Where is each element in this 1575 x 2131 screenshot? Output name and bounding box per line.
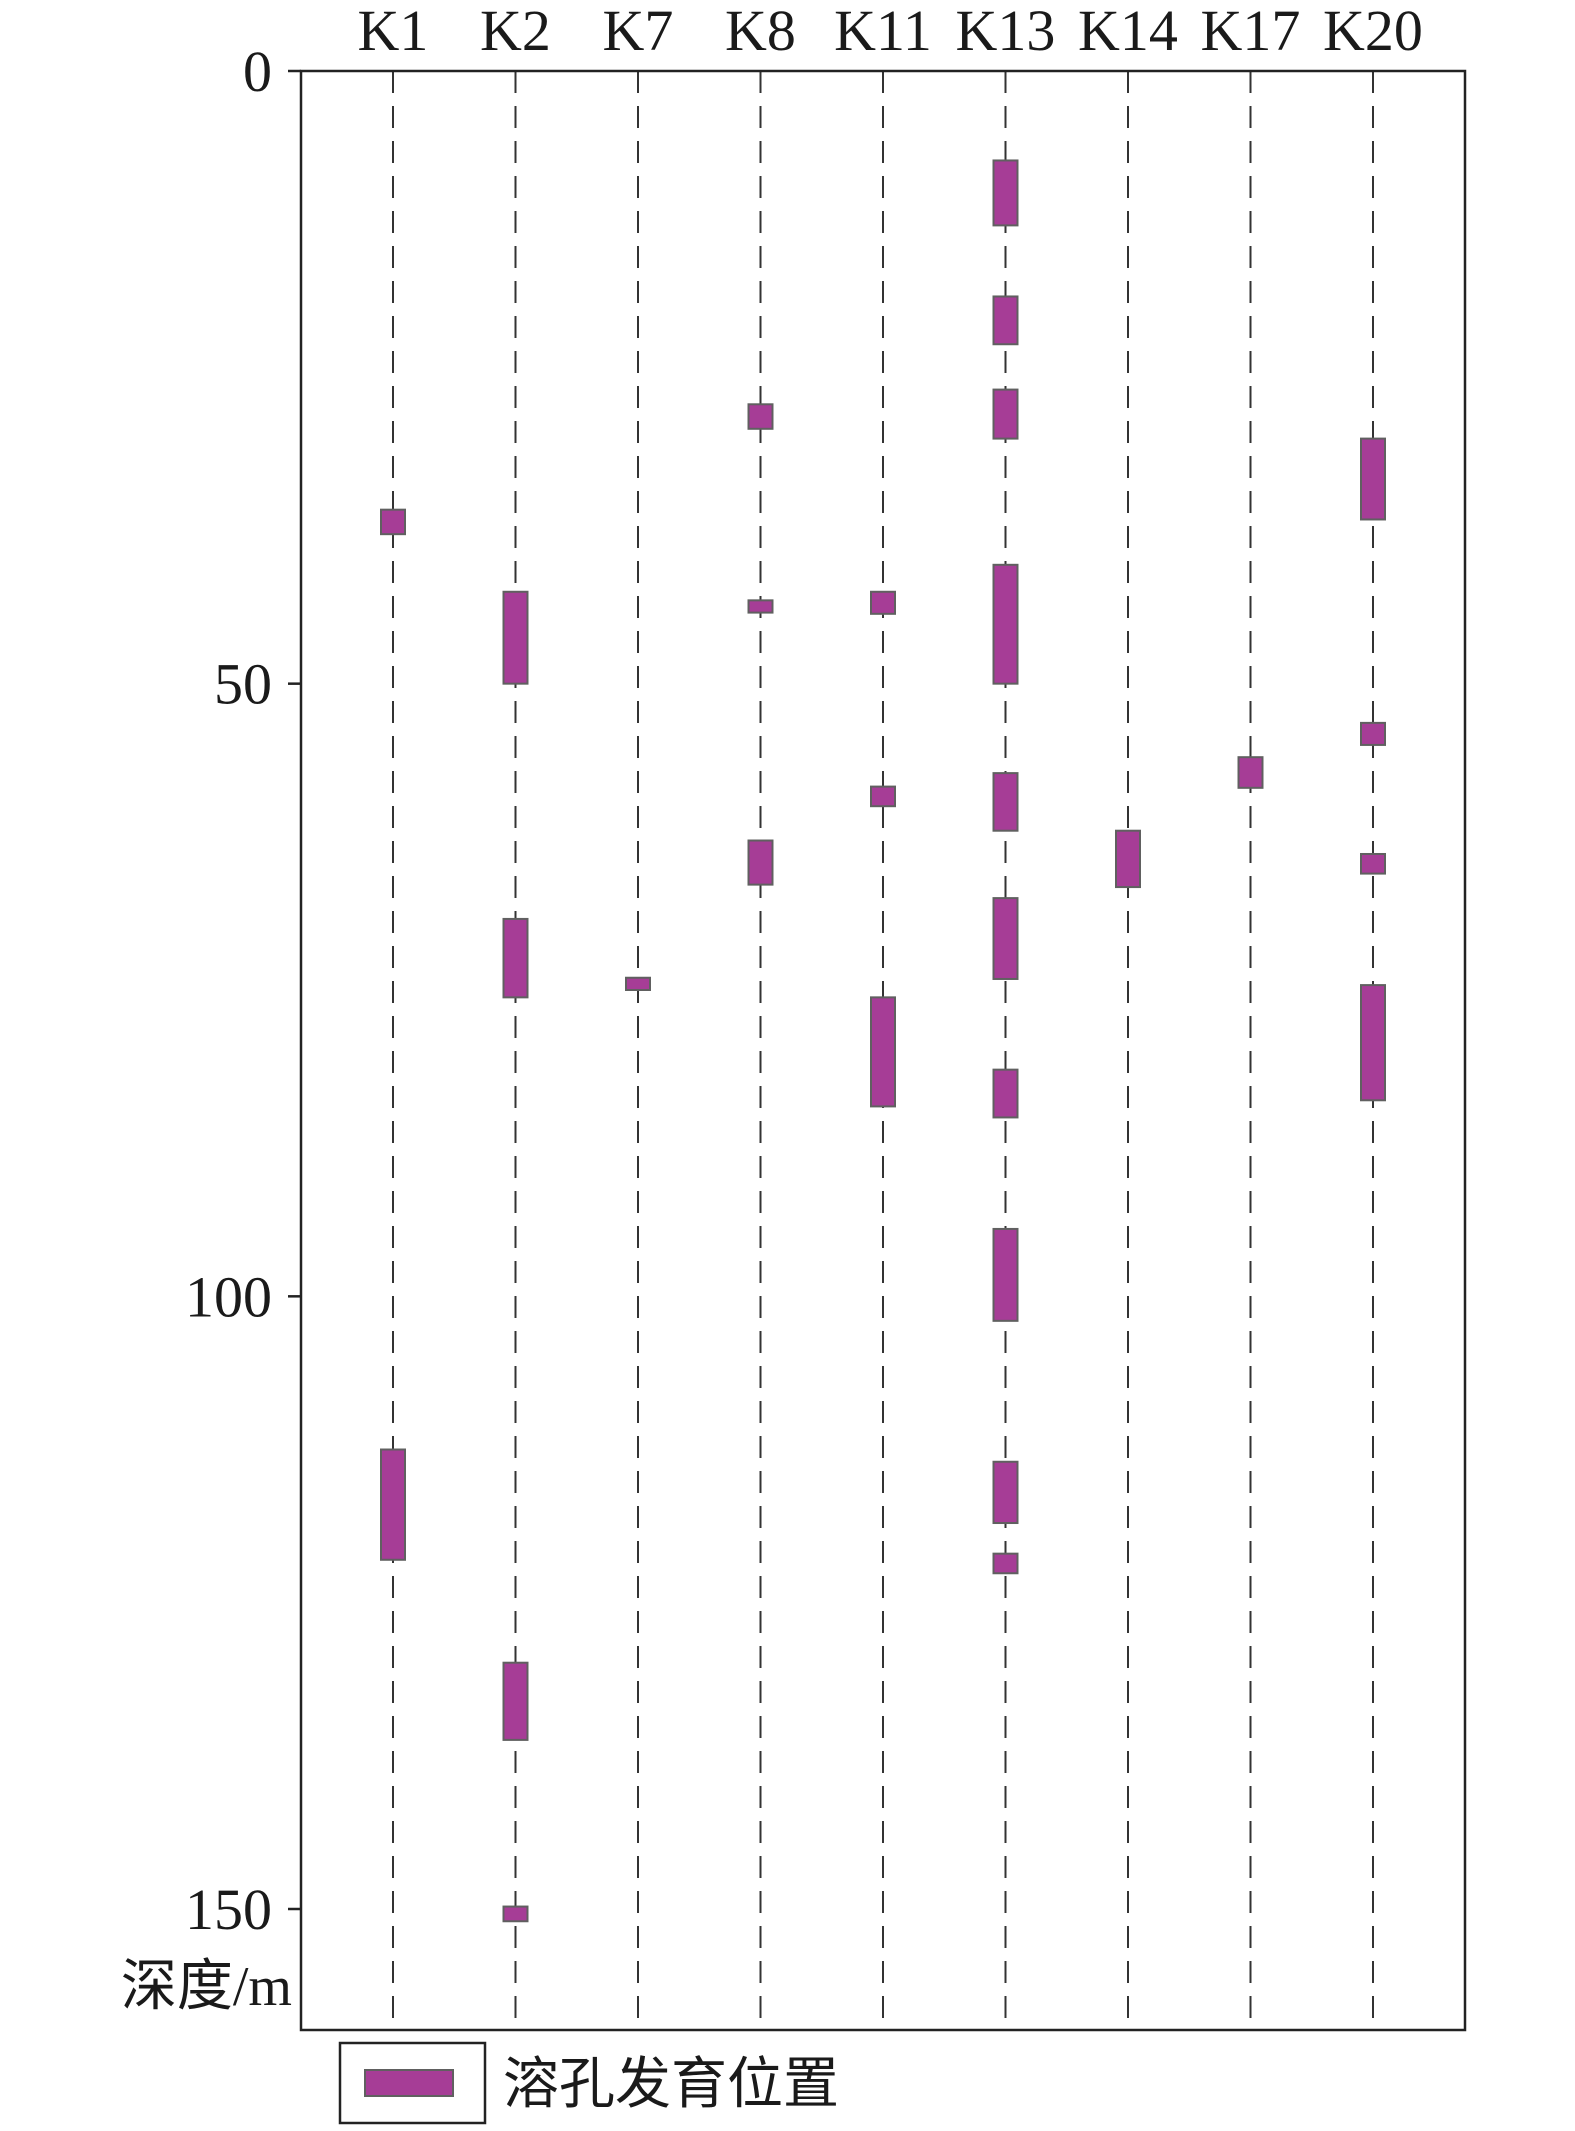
interval-k20-1 [1360,437,1386,521]
interval-k1-1 [380,508,406,536]
interval-k20-2 [1360,721,1386,746]
interval-k13-9 [992,1460,1019,1525]
interval-k11-1 [870,590,896,615]
borehole-label-k2: K2 [480,0,551,63]
interval-k11-2 [870,785,896,808]
y-tick-label-150: 150 [185,1877,272,1942]
borehole-label-k13: K13 [956,0,1056,63]
interval-k8-1 [747,403,774,430]
interval-k11-3 [870,996,896,1108]
interval-k13-3 [992,388,1019,440]
interval-k13-4 [992,563,1019,685]
dissolution-intervals [380,159,1386,1923]
y-tick-label-50: 50 [214,652,272,717]
interval-k2-1 [502,590,529,685]
y-axis-ticks: 0 50 100 150 [185,39,301,1942]
y-tick-label-100: 100 [185,1264,272,1329]
legend: 溶孔发育位置 [338,2041,839,2125]
legend-swatch [364,2069,454,2097]
interval-k8-3 [747,599,774,614]
interval-k13-1 [992,159,1019,227]
legend-label: 溶孔发育位置 [503,2054,839,2116]
borehole-label-k8: K8 [725,0,796,63]
interval-k13-8 [992,1227,1019,1322]
interval-k2-3 [502,1661,529,1741]
borehole-label-k17: K17 [1201,0,1301,63]
interval-k13-10 [992,1552,1019,1575]
y-tick-label-0: 0 [243,39,272,104]
interval-k20-4 [1360,984,1386,1102]
interval-k1-2 [380,1448,406,1561]
interval-k13-5 [992,772,1019,832]
borehole-labels: K1 K2 K7 K8 K11 K13 K14 K17 K20 [358,0,1423,63]
interval-k8-2 [747,839,774,886]
plot-frame [299,69,1467,2032]
interval-k2-2 [502,917,529,999]
borehole-label-k14: K14 [1078,0,1178,63]
interval-k13-7 [992,1068,1019,1119]
interval-k20-3 [1360,852,1386,875]
interval-k7-1 [625,976,651,991]
borehole-label-k11: K11 [834,0,932,63]
borehole-label-k20: K20 [1323,0,1423,63]
borehole-label-k7: K7 [603,0,674,63]
borehole-label-k1: K1 [358,0,429,63]
interval-k13-6 [992,897,1019,980]
interval-k2-4 [502,1905,529,1923]
interval-k13-2 [992,295,1019,346]
interval-k14-1 [1115,829,1141,889]
y-axis-label: 深度/m [121,1956,292,2018]
interval-k17-1 [1237,756,1264,789]
